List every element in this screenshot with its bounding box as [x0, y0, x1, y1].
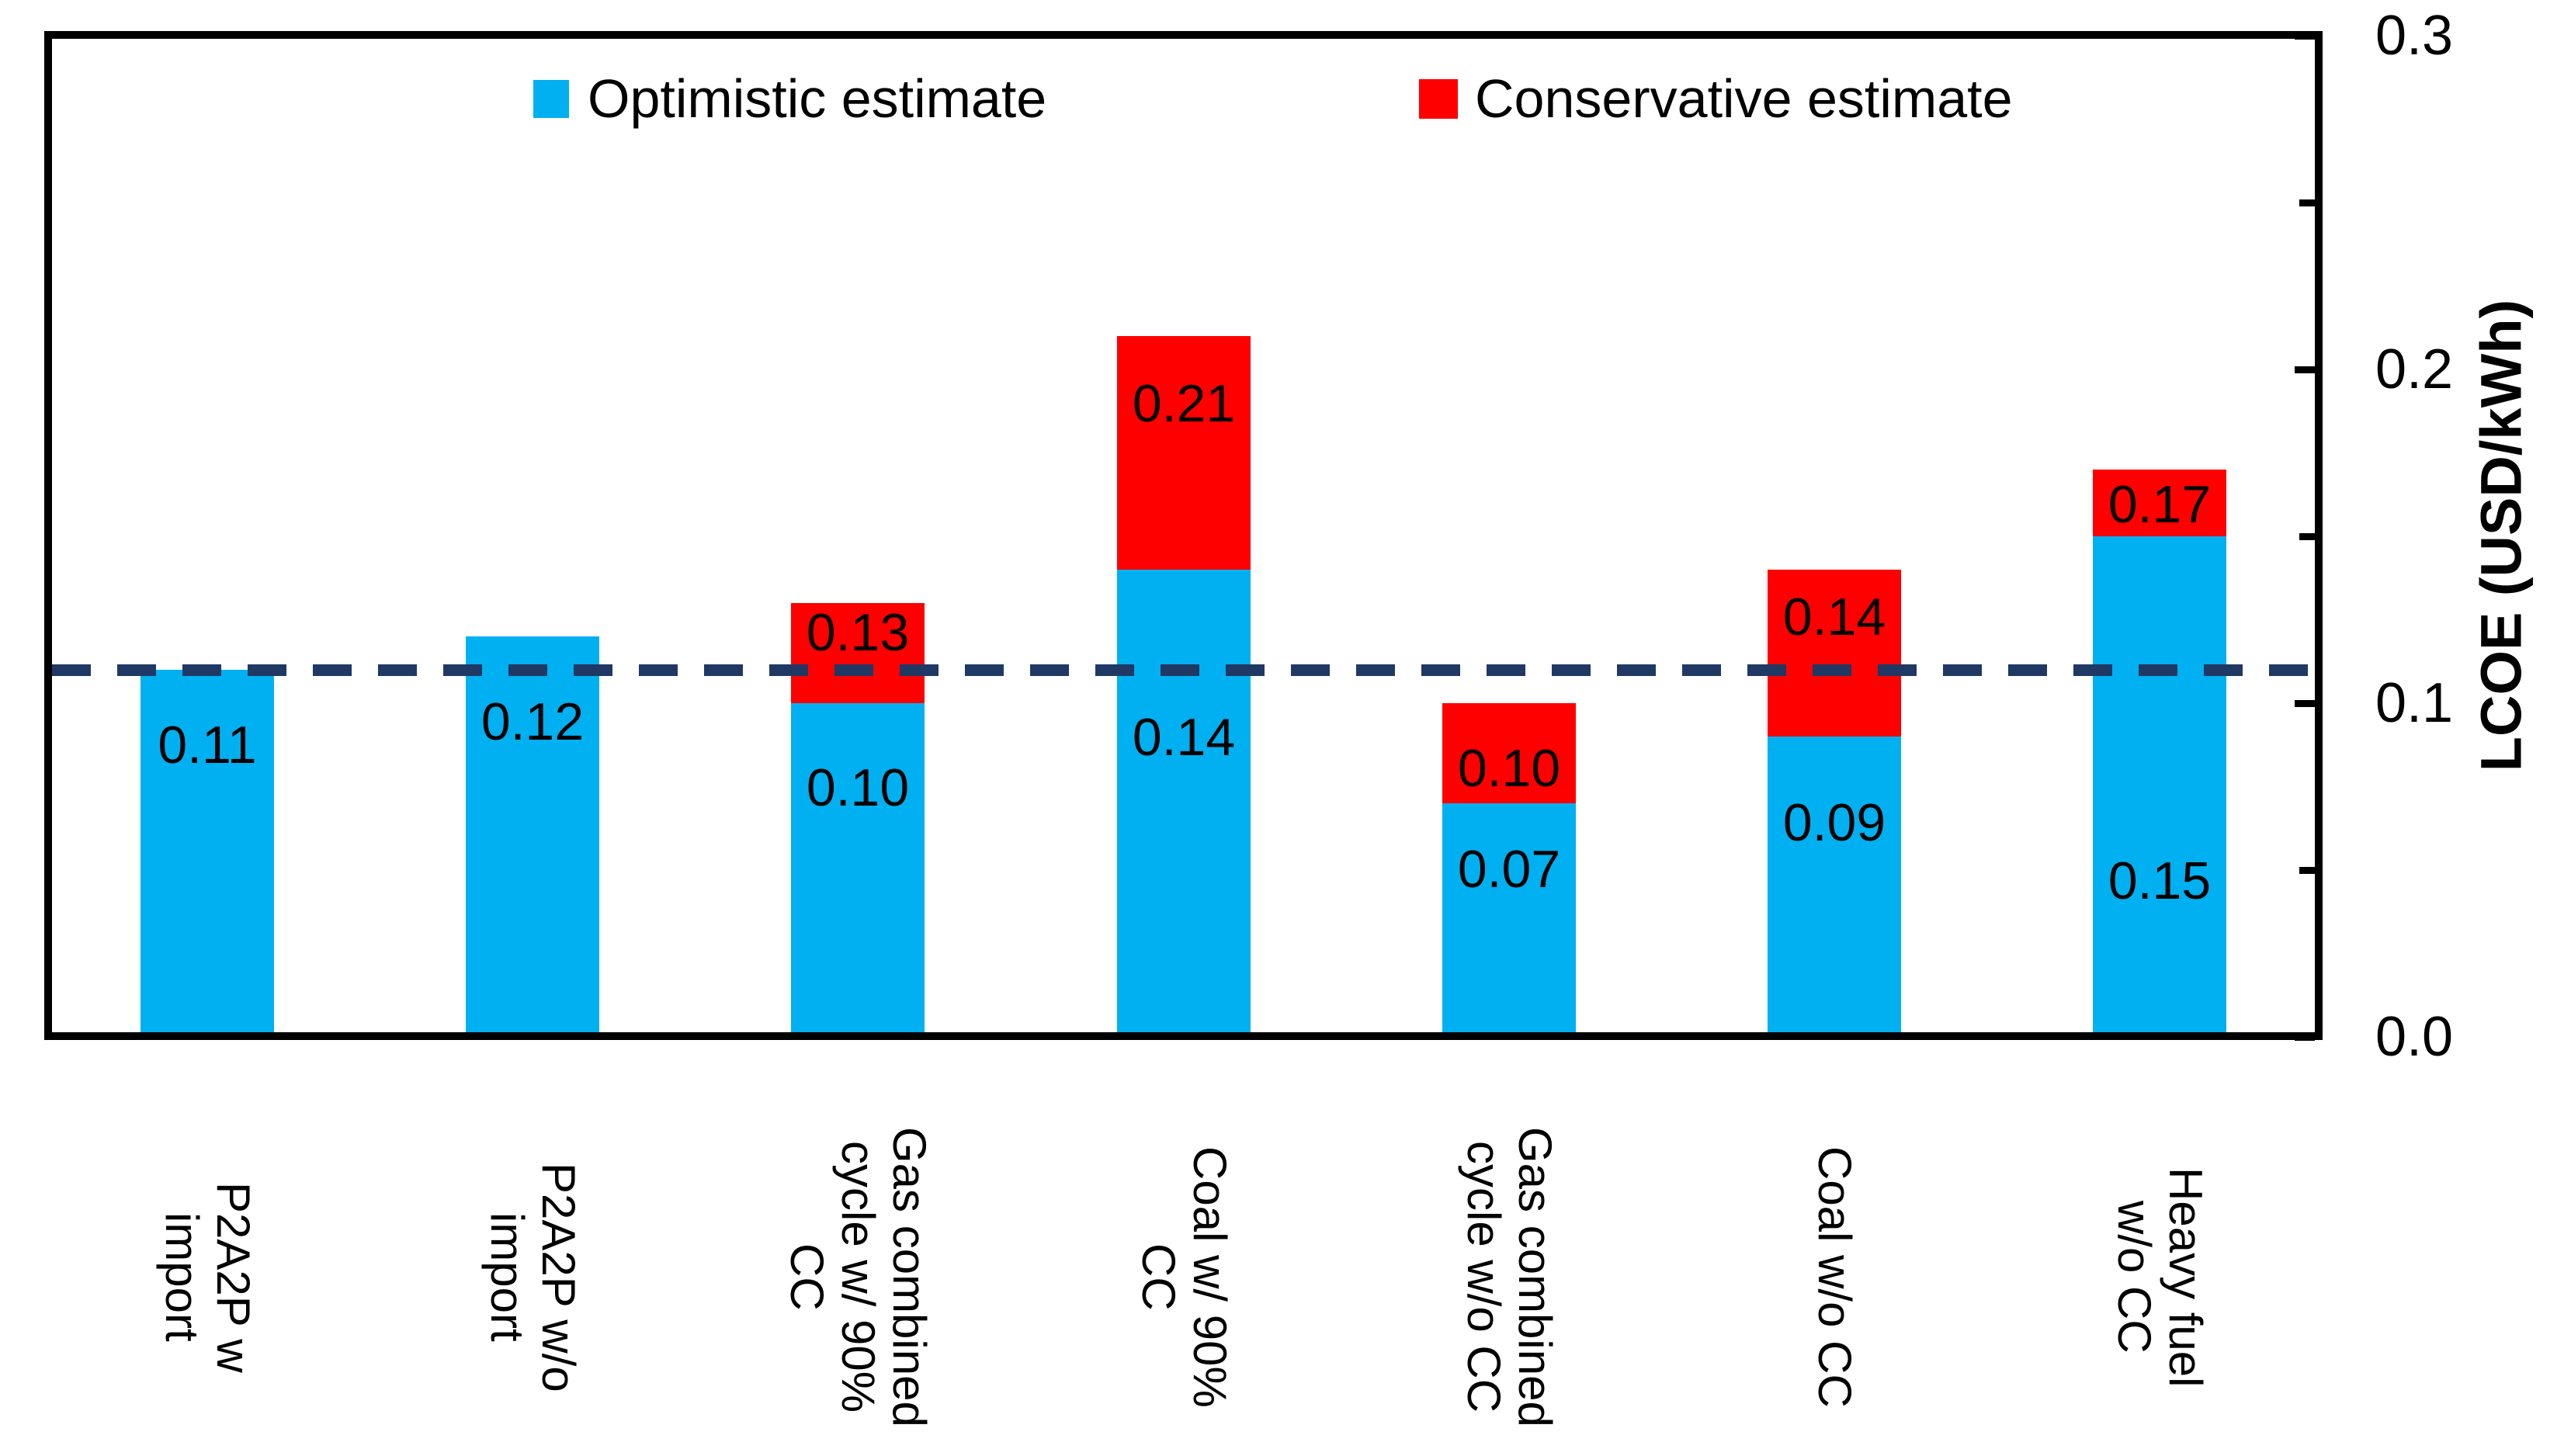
y-axis-title: LCOE (USD/kWh) [2469, 299, 2534, 772]
y-axis-major-tick [2295, 366, 2315, 373]
bar-segment-optimistic [141, 670, 274, 1032]
y-axis-tick-label: 0.2 [2375, 338, 2454, 400]
category-axis-label: Coal w/o CC [1809, 1146, 1861, 1408]
y-axis-major-tick [2295, 1034, 2315, 1041]
y-axis-major-tick [2295, 33, 2315, 40]
category-axis-label: P2A2P w/o import [481, 1162, 585, 1392]
bar-segment-conservative [1768, 570, 1901, 737]
bar-segment-optimistic [791, 703, 925, 1032]
y-axis-tick-label: 0.3 [2375, 5, 2454, 67]
y-axis-minor-tick [2299, 867, 2315, 874]
category-axis-label: Coal w/ 90% CC [1133, 1146, 1236, 1408]
bar-value-label-optimistic: 0.10 [806, 758, 910, 817]
bar-value-label-optimistic: 0.12 [481, 692, 585, 751]
bar-segment-conservative [2093, 470, 2226, 536]
bar-segment-conservative [791, 603, 925, 703]
y-axis-tick-label: 0.0 [2375, 1006, 2454, 1068]
y-axis-minor-tick [2299, 533, 2315, 540]
legend-swatch-optimistic-icon [533, 80, 569, 118]
category-axis-label: Gas combined cycle w/o CC [1458, 1127, 1561, 1427]
bar-segment-conservative [1442, 703, 1576, 803]
bar-segment-optimistic [1117, 570, 1251, 1032]
y-axis-major-tick [2295, 700, 2315, 707]
bar-segment-optimistic [466, 636, 599, 1032]
bar-segment-optimistic [1768, 737, 1901, 1032]
category-axis-label: P2A2P w import [156, 1181, 259, 1373]
legend-swatch-conservative-icon [1419, 79, 1458, 119]
bar-segment-optimistic [2093, 536, 2226, 1032]
bar-value-label-optimistic: 0.07 [1457, 840, 1561, 899]
category-axis-label: Gas combined cycle w/ 90% CC [781, 1127, 935, 1427]
bar-value-label-optimistic: 0.14 [1132, 708, 1236, 767]
y-axis-minor-tick [2299, 199, 2315, 206]
bar-value-label-conservative: 0.10 [1457, 739, 1561, 798]
bar-segment-conservative [1117, 336, 1251, 570]
legend-label-conservative: Conservative estimate [1475, 68, 2013, 129]
bar-value-label-conservative: 0.21 [1132, 374, 1236, 433]
category-axis-label: Heavy fuel w/o CC [2108, 1167, 2212, 1388]
bar-segment-optimistic [1442, 803, 1576, 1032]
bar-value-label-conservative: 0.14 [1782, 588, 1886, 647]
bar-value-label-optimistic: 0.15 [2108, 851, 2212, 910]
legend-label-optimistic: Optimistic estimate [588, 68, 1047, 129]
bar-value-label-conservative: 0.17 [2108, 475, 2212, 534]
bar-value-label-optimistic: 0.11 [158, 716, 257, 775]
y-axis-tick-label: 0.1 [2375, 672, 2454, 734]
reference-line [52, 664, 2315, 676]
bar-value-label-optimistic: 0.09 [1782, 793, 1886, 852]
bar-value-label-conservative: 0.13 [806, 603, 910, 662]
